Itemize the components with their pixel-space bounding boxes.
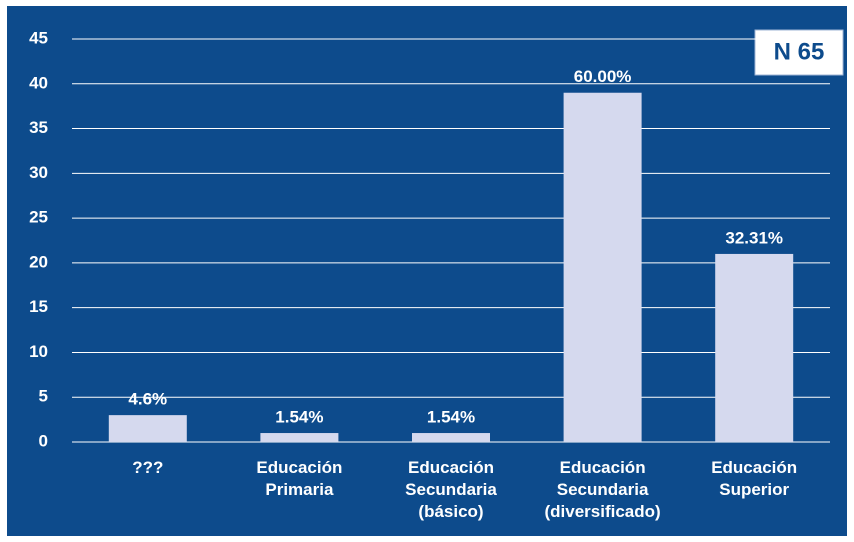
x-tick-label: Educación Superior <box>711 458 798 499</box>
value-label: 60.00% <box>574 67 632 86</box>
y-tick-label: 10 <box>29 342 48 361</box>
value-label: 32.31% <box>725 228 783 247</box>
y-tick-label: 45 <box>29 28 48 47</box>
value-label: 1.54% <box>275 408 323 427</box>
y-tick-label: 15 <box>29 297 48 316</box>
value-label: 1.54% <box>427 408 475 427</box>
annotation: N 65 <box>774 38 825 65</box>
y-tick-label: 0 <box>39 431 48 450</box>
x-tick-label: ??? <box>132 458 164 477</box>
y-tick-label: 25 <box>29 208 48 227</box>
bar <box>108 415 187 442</box>
y-tick-label: 20 <box>29 252 48 271</box>
bar <box>412 433 490 442</box>
background <box>7 6 847 536</box>
y-tick-label: 30 <box>29 163 48 182</box>
bar <box>715 253 794 442</box>
y-tick-label: 35 <box>29 118 48 137</box>
value-label: 4.6% <box>128 390 167 409</box>
x-tick-label: Educación Secundaria (diversificado) <box>544 458 661 521</box>
x-tick-label: Educación Secundaria (básico) <box>405 458 497 521</box>
y-tick-label: 40 <box>29 73 48 92</box>
x-tick-label: Educación Primaria <box>256 458 343 499</box>
bar <box>563 92 642 442</box>
bar <box>260 433 339 442</box>
annotation-box <box>754 29 844 76</box>
y-tick-label: 5 <box>39 387 48 406</box>
